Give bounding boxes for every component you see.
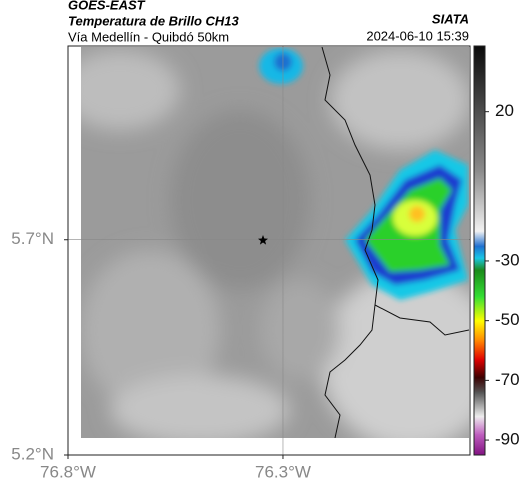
colorbar-tick-label: -30: [495, 250, 520, 269]
source: GOES-EAST: [68, 0, 146, 12]
x-tick-label: 76.8°W: [40, 462, 96, 481]
colorbar-segment: [474, 46, 485, 172]
brand: SIATA: [432, 11, 469, 26]
colorbar-tick-label: -90: [495, 430, 520, 449]
title: Temperatura de Brillo CH13: [68, 13, 240, 28]
satellite-image: [81, 47, 469, 438]
colorbar-segment: [474, 257, 485, 271]
colorbar-segment: [474, 377, 485, 393]
y-tick-label: 5.7°N: [11, 229, 54, 248]
colorbar-segment: [474, 269, 485, 298]
x-tick-label: 76.3°W: [255, 462, 311, 481]
colorbar-segment: [474, 392, 485, 417]
colorbar: 20 -30 -50 -70 -90: [473, 45, 520, 456]
y-tick-label: 5.2°N: [11, 444, 54, 463]
colorbar-segment: [474, 246, 485, 259]
colorbar-tick-label: -70: [495, 370, 520, 389]
timestamp: 2024-06-10 15:39: [366, 28, 469, 43]
colorbar-segment: [474, 416, 485, 435]
colorbar-segment: [474, 171, 485, 232]
colorbar-segment: [474, 359, 485, 378]
colorbar-tick-label: -50: [495, 310, 520, 329]
colorbar-segment: [474, 434, 485, 456]
colorbar-segment: [474, 231, 485, 247]
colorbar-segment: [474, 320, 485, 343]
subtitle: Vía Medellín - Quibdó 50km: [68, 29, 229, 44]
map-frame: [67, 45, 471, 456]
colorbar-tick-label: 20: [495, 101, 514, 120]
colorbar-segment: [474, 341, 485, 360]
colorbar-segment: [474, 296, 485, 322]
location-marker: [258, 235, 268, 245]
colorbar-frame: [473, 45, 486, 456]
